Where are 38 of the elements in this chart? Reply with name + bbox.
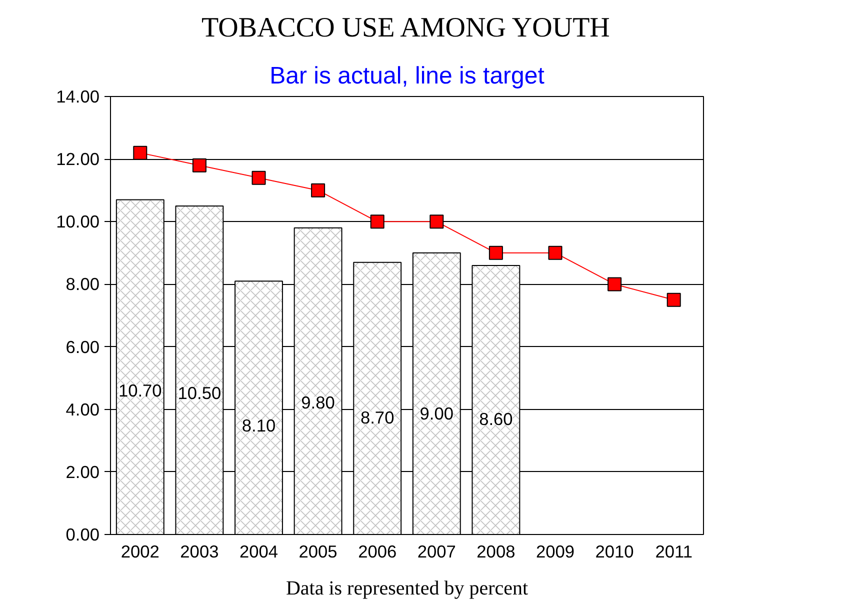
x-tick-label: 2004 (239, 542, 278, 562)
point (666, 292, 681, 307)
y-tick-label: 6.00 (66, 336, 100, 357)
data-label: 9.00 (420, 403, 454, 424)
point (608, 277, 622, 292)
x-tick-label: 2006 (358, 542, 397, 562)
x-tick-label: 2010 (595, 542, 634, 562)
point (133, 146, 148, 160)
data-label: 8.10 (242, 416, 276, 436)
y-tick-label: 12.00 (56, 149, 100, 170)
y-tick-label: 10.00 (56, 212, 100, 232)
x-tick-label: 2002 (120, 542, 160, 562)
chart-subtitle: Bar is actual, line is target (270, 62, 545, 90)
data-label: 10.70 (118, 380, 162, 401)
x-tick-label: 2008 (476, 542, 516, 562)
data-label: 8.60 (479, 408, 513, 429)
x-tick-label: 2005 (298, 542, 338, 562)
y-tick-label: 2.00 (66, 462, 100, 482)
x-tick-label: 2011 (655, 542, 692, 562)
text: Data is represented by percent (286, 578, 528, 600)
point (192, 158, 206, 172)
point (548, 246, 562, 260)
y-tick-label: 0.00 (66, 524, 100, 544)
point (488, 246, 503, 260)
data-label: 8.70 (360, 407, 394, 428)
point (370, 214, 384, 229)
point (430, 214, 444, 229)
x-tick-label: 2007 (417, 542, 456, 562)
data-label: 10.50 (178, 383, 222, 404)
point (311, 183, 326, 198)
data-label: 9.80 (301, 392, 335, 413)
y-tick-label: 14.00 (56, 86, 100, 106)
chart-title: TOBACCO USE AMONG YOUTH (202, 12, 610, 44)
y-tick-label: 4.00 (66, 399, 100, 420)
point (252, 170, 266, 185)
y-tick-label: 8.00 (66, 274, 100, 294)
x-tick-label: 2003 (180, 542, 219, 562)
x-tick-label: 2009 (536, 542, 575, 562)
